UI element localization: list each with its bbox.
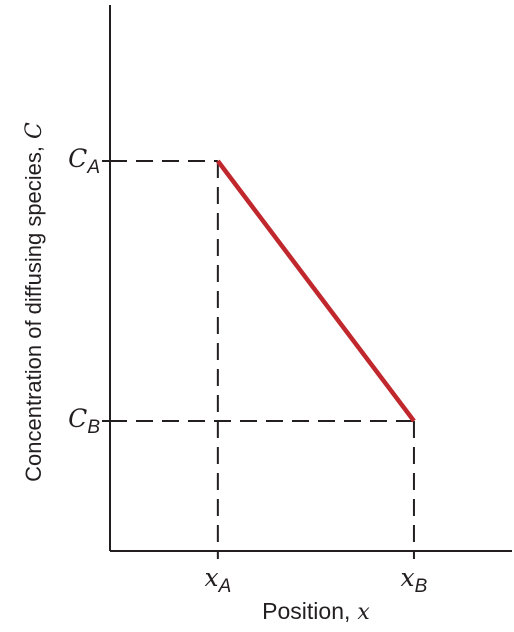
projection-guides [110,160,415,559]
x-tick-subscript: B [415,576,428,597]
x-axis-label-text: Position, [262,598,350,624]
y-axis-label: Concentration of diffusing species, C [21,122,47,482]
y-tick-subscript: A [86,157,100,178]
y-axis-label-text: Concentration of diffusing species, [21,146,46,482]
x-tick-label-xa: xA [204,563,231,597]
y-tick-symbol: C [68,144,87,173]
x-axis-label: Position, x [262,598,370,625]
x-tick-subscript: A [218,576,232,597]
x-tick-symbol: x [401,563,415,592]
x-tick-symbol: x [204,563,218,592]
axis-ticks [102,160,110,422]
data-series [216,159,416,423]
y-tick-symbol: C [68,404,87,433]
x-axis-label-variable: x [357,600,370,625]
y-tick-subscript: B [87,417,100,438]
y-tick-label-cb: CB [68,404,100,438]
concentration-line [216,159,416,423]
x-tick-label-xb: xB [401,563,428,597]
y-tick-label-ca: CA [68,144,100,178]
y-axis-label-variable: C [22,122,47,139]
